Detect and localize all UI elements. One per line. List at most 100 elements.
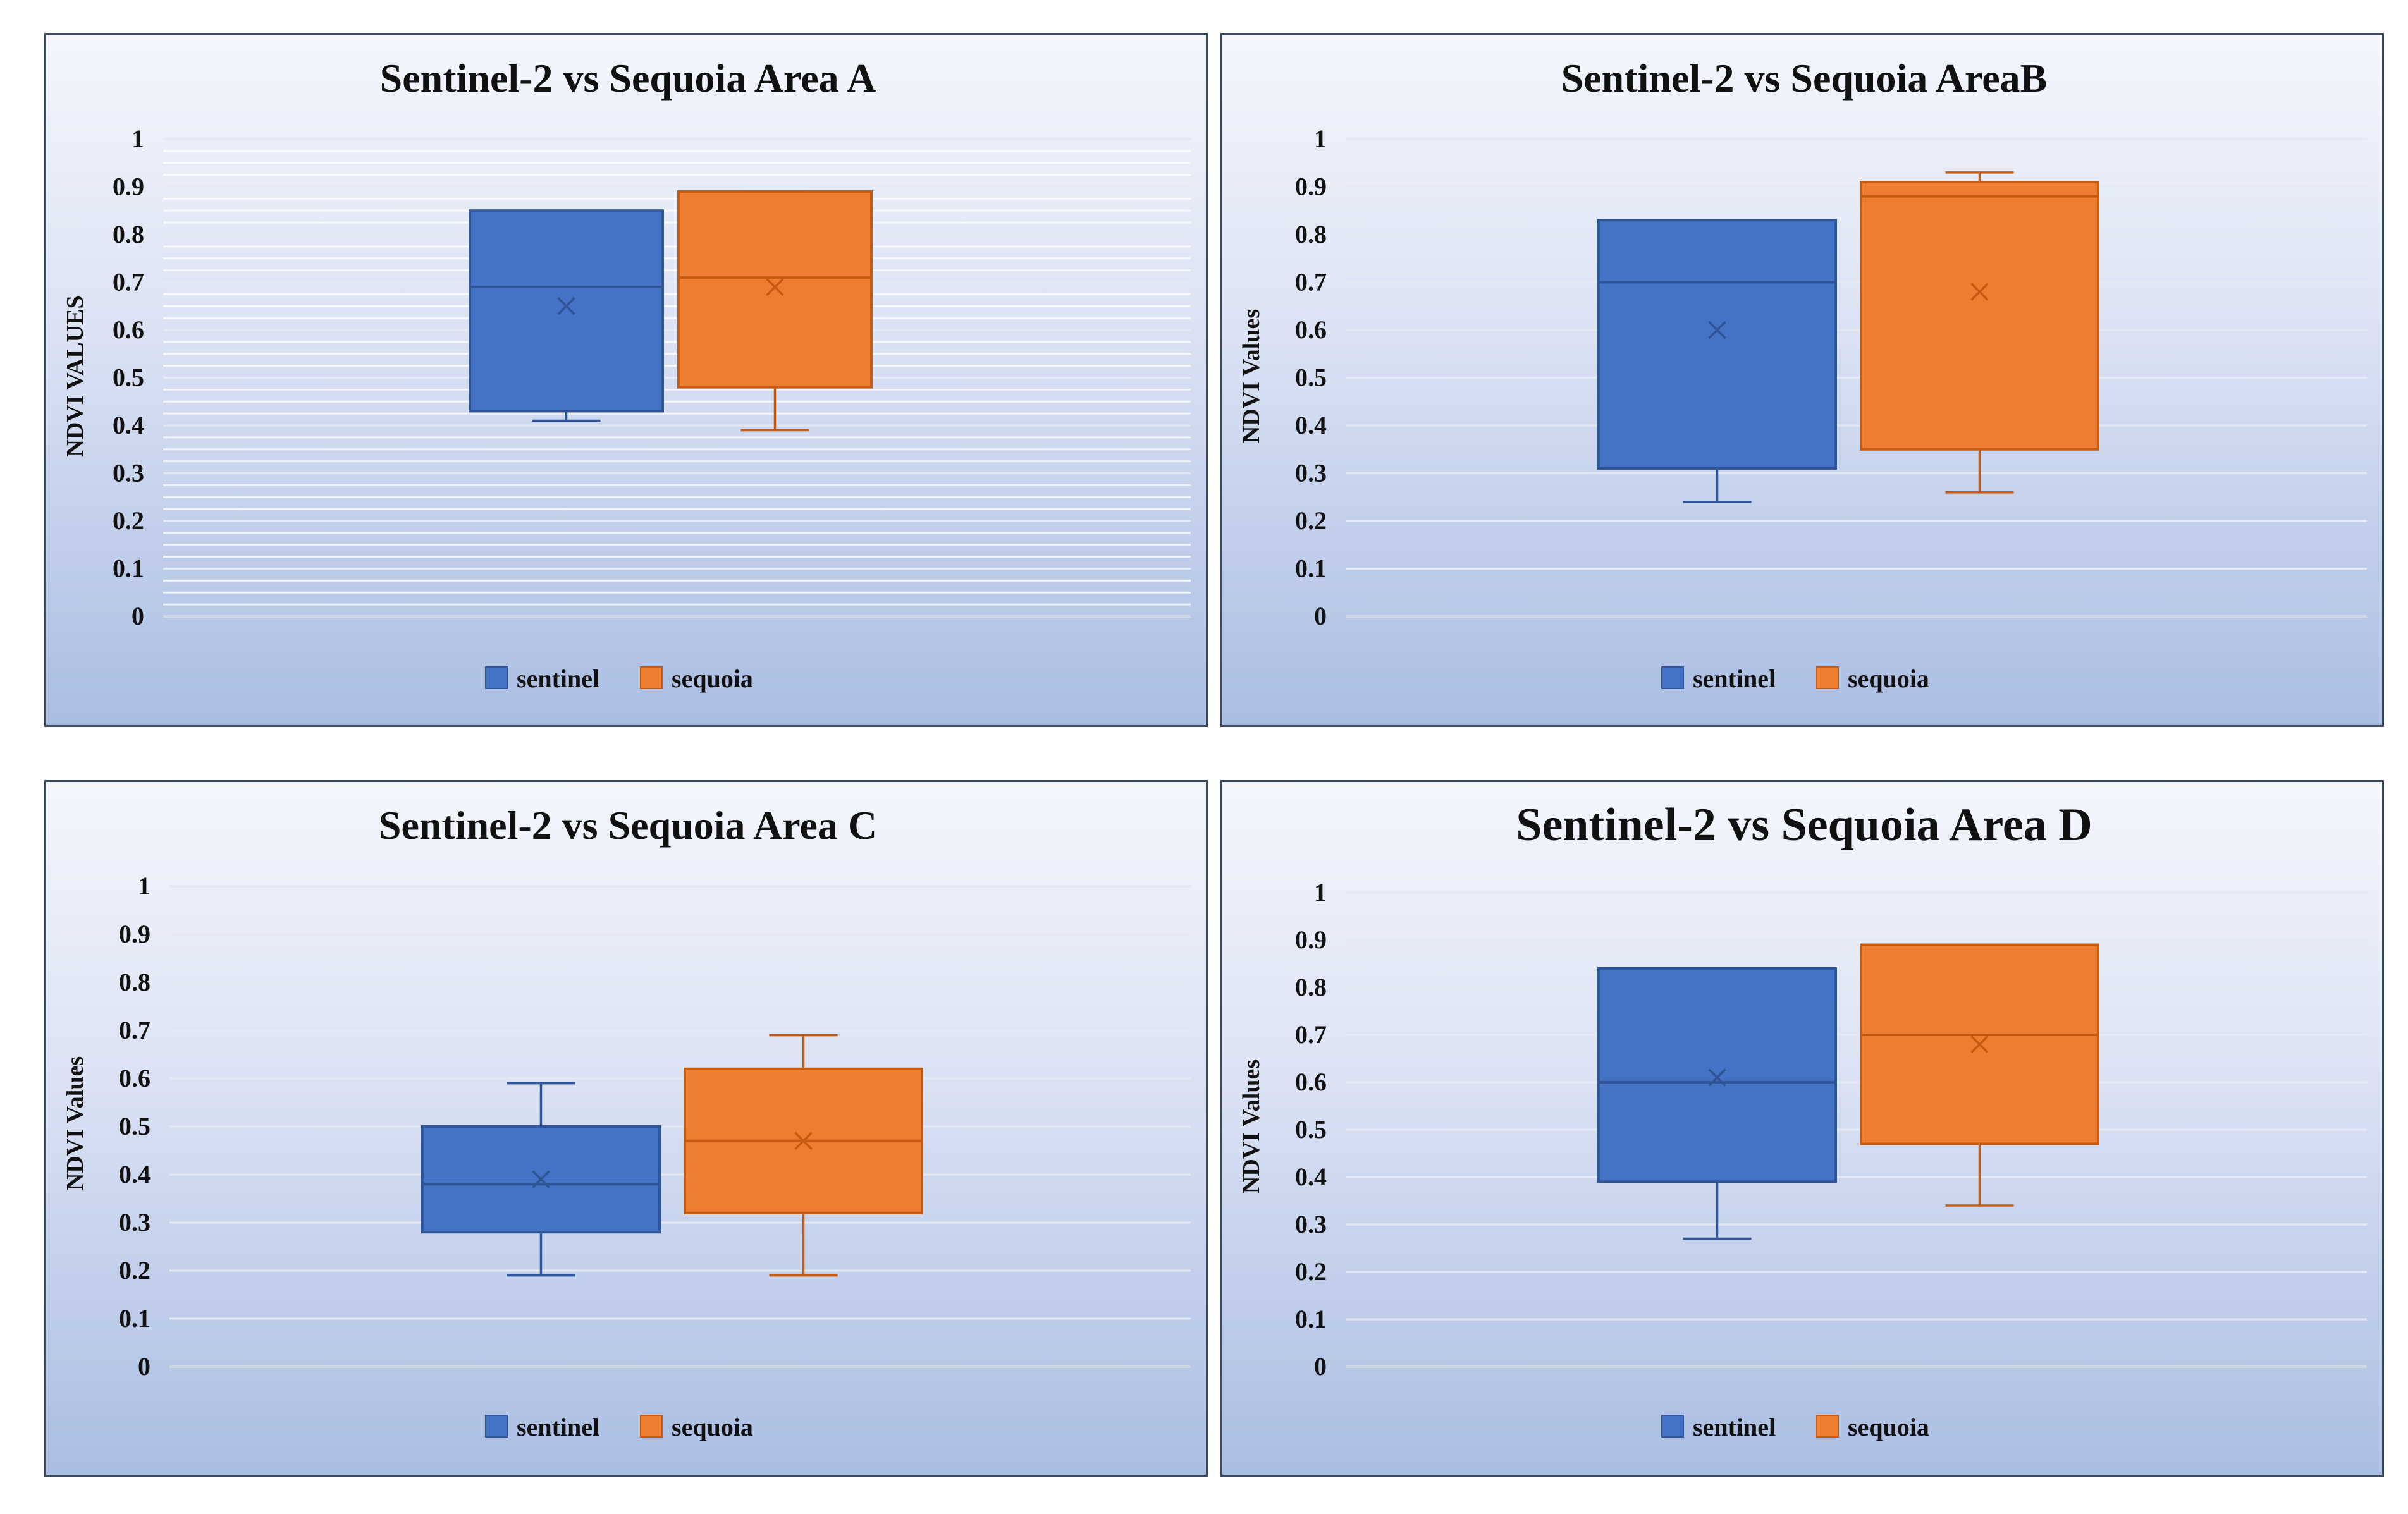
y-tick-label: 0.1 bbox=[119, 1304, 150, 1333]
y-tick-label: 0.2 bbox=[113, 506, 144, 535]
y-tick-label: 0.5 bbox=[1295, 1115, 1327, 1144]
chart-panel-area-d: Sentinel-2 vs Sequoia Area D NDVI Values… bbox=[1220, 780, 2384, 1477]
chart-panel-area-b: Sentinel-2 vs Sequoia AreaB NDVI Values … bbox=[1220, 33, 2384, 727]
y-tick-label: 0.2 bbox=[119, 1256, 150, 1285]
legend-label-sequoia: sequoia bbox=[672, 1413, 753, 1441]
legend-swatch-sentinel bbox=[485, 666, 508, 689]
y-tick-label: 0.7 bbox=[1295, 268, 1327, 296]
y-tick-label: 0.4 bbox=[1295, 411, 1327, 439]
y-tick-label: 0.3 bbox=[119, 1208, 150, 1236]
legend-label-sentinel: sentinel bbox=[517, 1413, 599, 1441]
y-tick-label: 0 bbox=[132, 602, 144, 630]
y-tick-label: 0.8 bbox=[1295, 220, 1327, 248]
chart-panel-area-c: Sentinel-2 vs Sequoia Area C NDVI Values… bbox=[44, 780, 1208, 1477]
y-tick-label: 0.1 bbox=[1295, 1305, 1327, 1333]
iqr-box bbox=[469, 209, 664, 413]
y-tick-label: 0.8 bbox=[119, 968, 150, 996]
y-tick-label: 0.3 bbox=[1295, 1210, 1327, 1238]
y-tick-label: 0.3 bbox=[1295, 459, 1327, 487]
chart-title: Sentinel-2 vs Sequoia Area C bbox=[379, 803, 877, 848]
y-tick-label: 0.6 bbox=[113, 315, 144, 344]
iqr-box bbox=[1597, 219, 1837, 470]
box-sentinel bbox=[1597, 967, 1837, 1240]
legend-swatch-sequoia bbox=[640, 1415, 663, 1438]
legend: sentinel sequoia bbox=[1661, 1413, 1929, 1441]
mean-marker bbox=[557, 297, 575, 315]
chart-title: Sentinel-2 vs Sequoia Area D bbox=[1516, 799, 2092, 851]
y-tick-label: 0.3 bbox=[113, 459, 144, 487]
chart-title: Sentinel-2 vs Sequoia AreaB bbox=[1561, 56, 2048, 101]
y-tick-label: 0.4 bbox=[1295, 1163, 1327, 1191]
y-tick-label: 0.9 bbox=[1295, 173, 1327, 201]
mean-marker bbox=[532, 1170, 550, 1188]
mean-marker bbox=[1970, 283, 1989, 301]
y-tick-label: 0.1 bbox=[113, 554, 144, 583]
box-sequoia bbox=[1860, 171, 2099, 494]
legend-label-sequoia: sequoia bbox=[1848, 664, 1929, 693]
y-tick-label: 0 bbox=[138, 1352, 150, 1381]
legend-swatch-sentinel bbox=[485, 1415, 508, 1438]
box-sentinel bbox=[469, 209, 664, 422]
legend-swatch-sequoia bbox=[640, 666, 663, 689]
legend-label-sentinel: sentinel bbox=[1693, 1413, 1776, 1441]
box-sequoia bbox=[1860, 943, 2099, 1207]
y-tick-label: 0.8 bbox=[1295, 973, 1327, 1001]
chart-area-c: Sentinel-2 vs Sequoia Area C NDVI Values… bbox=[62, 803, 1191, 1441]
iqr-box bbox=[1860, 180, 2099, 451]
box-sentinel bbox=[1597, 219, 1837, 503]
y-tick-label: 0.9 bbox=[1295, 925, 1327, 954]
y-tick-label: 0.2 bbox=[1295, 506, 1327, 535]
legend-label-sentinel: sentinel bbox=[517, 664, 599, 693]
chart-title: Sentinel-2 vs Sequoia Area A bbox=[380, 56, 876, 101]
y-tick-label: 0.7 bbox=[113, 268, 144, 296]
y-tick-label: 1 bbox=[1314, 125, 1327, 153]
legend: sentinel sequoia bbox=[485, 1413, 753, 1441]
legend-label-sequoia: sequoia bbox=[1848, 1413, 1929, 1441]
iqr-box bbox=[1597, 967, 1837, 1183]
y-tick-label: 1 bbox=[138, 872, 150, 900]
mean-marker bbox=[1708, 1068, 1726, 1087]
y-tick-label: 0.5 bbox=[1295, 363, 1327, 392]
y-tick-label: 0.4 bbox=[113, 411, 144, 439]
y-tick-label: 0.9 bbox=[113, 173, 144, 201]
y-tick-label: 0.5 bbox=[113, 363, 144, 392]
mean-marker bbox=[766, 278, 784, 296]
box-sequoia bbox=[684, 1034, 923, 1277]
legend-swatch-sequoia bbox=[1816, 1415, 1839, 1438]
y-tick-label: 0.6 bbox=[119, 1064, 150, 1092]
y-axis-label: NDVI Values bbox=[62, 1056, 89, 1190]
y-tick-label: 0.9 bbox=[119, 920, 150, 948]
y-tick-label: 0 bbox=[1314, 602, 1327, 630]
mean-marker bbox=[1708, 321, 1726, 339]
legend-swatch-sentinel bbox=[1661, 1415, 1684, 1438]
legend-swatch-sentinel bbox=[1661, 666, 1684, 689]
y-tick-label: 0.7 bbox=[1295, 1020, 1327, 1049]
y-tick-label: 0.7 bbox=[119, 1016, 150, 1044]
mean-marker bbox=[794, 1132, 813, 1151]
legend: sentinel sequoia bbox=[485, 664, 753, 693]
box-sentinel bbox=[421, 1082, 661, 1277]
y-axis-label: NDVI VALUES bbox=[62, 295, 89, 456]
chart-area-b: Sentinel-2 vs Sequoia AreaB NDVI Values … bbox=[1238, 56, 2367, 693]
chart-area-a: Sentinel-2 vs Sequoia Area A NDVI VALUES… bbox=[62, 56, 1191, 693]
y-tick-label: 1 bbox=[1314, 878, 1327, 907]
y-tick-label: 0.8 bbox=[113, 220, 144, 248]
y-tick-label: 0 bbox=[1314, 1352, 1327, 1381]
mean-marker bbox=[1970, 1035, 1989, 1054]
y-tick-label: 0.2 bbox=[1295, 1257, 1327, 1286]
box-sequoia bbox=[677, 190, 873, 432]
iqr-box bbox=[677, 190, 873, 389]
y-tick-label: 0.4 bbox=[119, 1160, 150, 1188]
y-tick-label: 0.1 bbox=[1295, 554, 1327, 583]
y-axis-label: NDVI Values bbox=[1238, 309, 1265, 443]
y-tick-label: 0.5 bbox=[119, 1112, 150, 1140]
legend-swatch-sequoia bbox=[1816, 666, 1839, 689]
y-tick-label: 1 bbox=[132, 125, 144, 153]
chart-panel-area-a: Sentinel-2 vs Sequoia Area A NDVI VALUES… bbox=[44, 33, 1208, 727]
legend-label-sentinel: sentinel bbox=[1693, 664, 1776, 693]
legend: sentinel sequoia bbox=[1661, 664, 1929, 693]
chart-area-d: Sentinel-2 vs Sequoia Area D NDVI Values… bbox=[1238, 799, 2367, 1441]
y-tick-label: 0.6 bbox=[1295, 315, 1327, 344]
y-axis-label: NDVI Values bbox=[1238, 1059, 1265, 1193]
legend-label-sequoia: sequoia bbox=[672, 664, 753, 693]
